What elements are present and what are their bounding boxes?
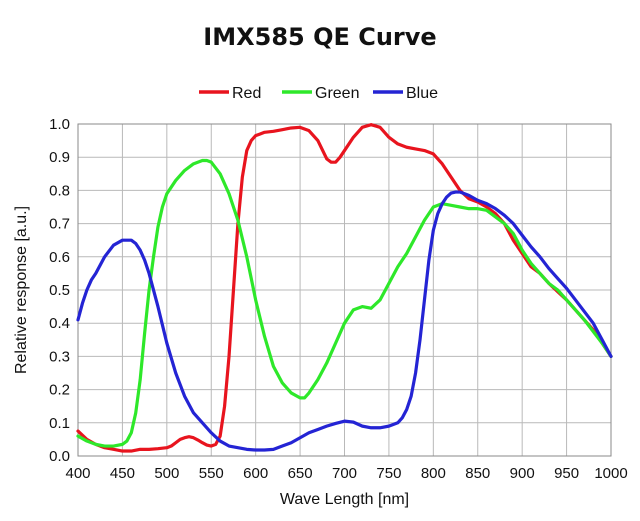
y-tick-label: 0.1: [49, 415, 70, 432]
legend-label-red: Red: [232, 85, 261, 102]
y-tick-label: 0.7: [49, 216, 70, 233]
x-tick-labels: 400 450 500 550 600 650 700 750 800 850 900 950 1000: [65, 465, 627, 482]
x-tick-label: 750: [376, 465, 401, 482]
y-tick-label: 0.4: [49, 315, 70, 332]
chart-title: IMX585 QE Curve: [203, 23, 436, 51]
x-tick-label: 800: [421, 465, 446, 482]
x-tick-label: 550: [199, 465, 224, 482]
x-tick-label: 650: [288, 465, 313, 482]
x-tick-label: 400: [65, 465, 90, 482]
x-tick-label: 950: [554, 465, 579, 482]
x-tick-label: 900: [510, 465, 535, 482]
y-axis-label: Relative response [a.u.]: [13, 206, 30, 374]
series-line-green: [76, 158, 613, 448]
y-tick-label: 0.5: [49, 282, 70, 299]
grid: [77, 123, 612, 457]
series-line-blue: [76, 190, 613, 452]
y-tick-label: 0.0: [49, 448, 70, 465]
y-tick-labels: 0.0 0.1 0.2 0.3 0.4 0.5 0.6 0.7 0.8 0.9 1.0: [49, 116, 70, 465]
plot-frame: [77, 123, 612, 457]
y-tick-label: 1.0: [49, 116, 70, 133]
legend-label-blue: Blue: [406, 85, 438, 102]
x-tick-label: 500: [154, 465, 179, 482]
y-tick-label: 0.6: [49, 249, 70, 266]
x-tick-label: 450: [110, 465, 135, 482]
legend: Red Green Blue: [199, 85, 438, 102]
x-tick-label: 600: [243, 465, 268, 482]
y-tick-label: 0.9: [49, 149, 70, 166]
legend-label-green: Green: [315, 85, 359, 102]
x-tick-label: 700: [332, 465, 357, 482]
y-tick-label: 0.2: [49, 382, 70, 399]
y-tick-label: 0.3: [49, 348, 70, 365]
x-tick-label: 1000: [594, 465, 627, 482]
x-axis-label: Wave Length [nm]: [280, 491, 409, 508]
x-tick-label: 850: [465, 465, 490, 482]
series-layer: [76, 123, 613, 453]
y-tick-label: 0.8: [49, 182, 70, 199]
